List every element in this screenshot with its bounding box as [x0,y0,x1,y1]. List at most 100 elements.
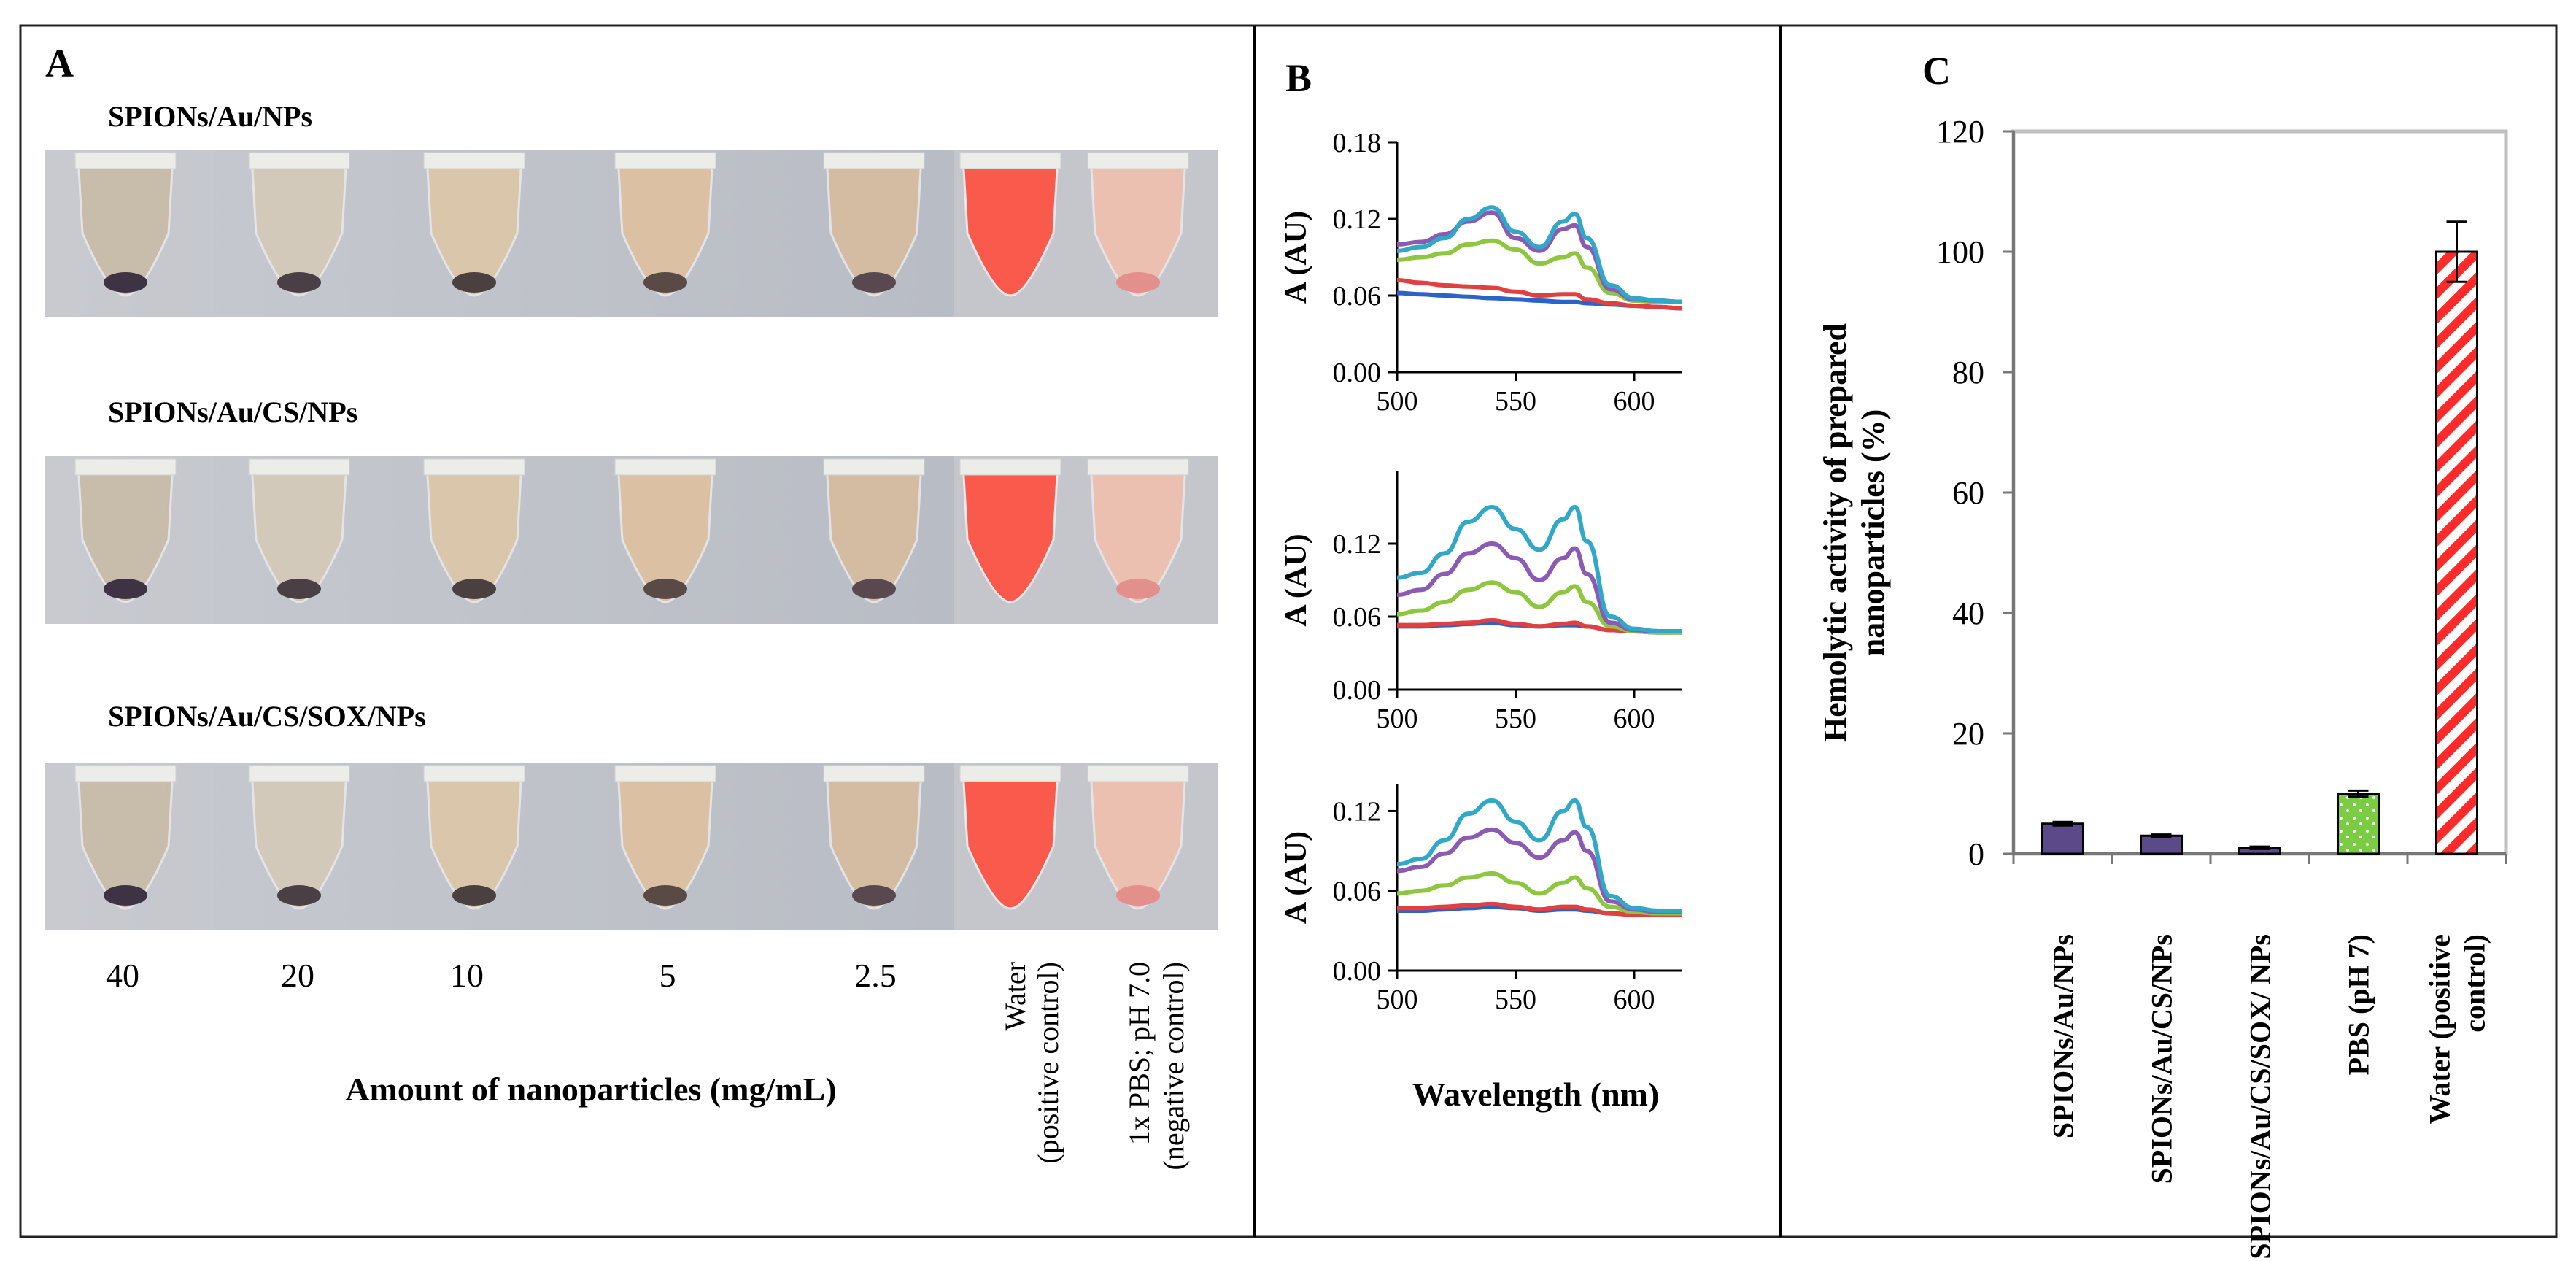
bar-category-label-1: SPIONs/Au/NPs [2047,934,2080,1138]
spectrum-2-ytick-label-2: 0.12 [1333,529,1382,560]
spectrum-3-ytick-label-0: 0.00 [1333,956,1382,987]
spectrum-1-ytick-label-3: 0.18 [1333,128,1382,158]
tube-pellet-r1-2 [277,272,321,293]
tube-rim-r1-3 [423,152,525,169]
spectrum-2-line-2-5 [1396,505,1682,633]
tube-rim-r3-7 [1087,765,1189,782]
bar-ylabel-line2: nanoparticles (%) [1855,409,1891,657]
tube-r1-7 [1089,155,1187,297]
spectrum-2-ylabel: A (AU) [1280,533,1313,626]
tube-rim-r1-5 [823,152,925,169]
spectrum-1-ytick-label-0: 0.00 [1333,358,1382,388]
panel-label-c: C [1922,49,1951,93]
spectrum-3-line-10 [1396,871,1682,916]
tube-pellet-r1-5 [852,272,896,293]
conc-label-10: 10 [450,957,484,994]
tube-r3-3 [425,768,523,910]
bar-ylabel-line1: Hemolytic activity of prepared [1817,323,1853,742]
tube-r1-2 [250,155,348,297]
tube-pellet-r2-1 [104,579,147,599]
bar-category-label-5-line1: Water (positive [2424,934,2456,1124]
tube-pellet-r3-7 [1116,885,1160,906]
spectrum-2-ytick-label-1: 0.06 [1333,602,1382,633]
tube-rim-r2-4 [614,458,716,476]
tube-r1-4 [616,155,714,297]
row-title-2: SPIONs/Au/CS/NPs [108,396,357,428]
bar-ytick-label-3: 60 [1952,475,1984,511]
spectrum-3-ytick-label-1: 0.06 [1333,876,1382,907]
tube-rim-r2-6 [959,458,1061,476]
figure-border [19,24,2558,1238]
bar-plot-area [2011,129,2508,856]
tube-r1-1 [77,155,174,297]
spectrum-2-xtick-label-0: 500 [1377,703,1418,734]
tube-photo-rows [45,150,1218,930]
bar-category-label-3: SPIONs/Au/CS/SOX/ NPs [2244,934,2277,1260]
tube-r2-2 [250,462,348,603]
conc-label-2-5: 2.5 [854,957,897,994]
tube-pellet-r3-1 [104,885,147,906]
spectrum-2-ytick-label-0: 0.00 [1333,675,1382,706]
tube-r3-4 [616,768,714,910]
tube-pellet-r2-2 [277,579,321,599]
tube-r3-7 [1089,768,1187,910]
tube-pellet-r2-5 [852,579,896,599]
conc-label-5: 5 [660,957,676,994]
spectrum-1-line-5 [1396,210,1682,304]
spectrum-1-ylabel: A (AU) [1280,211,1313,304]
tube-rim-r3-6 [959,765,1061,782]
bar-ytick-label-2: 40 [1952,595,1984,631]
tube-r2-6 [962,462,1059,603]
bar-category-label-2: SPIONs/Au/CS/NPs [2146,934,2178,1184]
spectrum-3-ytick-label-2: 0.12 [1333,796,1382,827]
tube-pellet-r3-2 [277,885,321,906]
tube-pellet-r1-1 [104,272,147,293]
tube-rim-r2-2 [248,458,350,476]
tube-pellet-r3-3 [452,885,496,906]
tube-rim-r1-1 [74,152,177,169]
tube-pellet-r1-4 [643,272,687,293]
tube-r3-1 [77,768,174,910]
tube-rim-r3-2 [248,765,350,782]
bar-ytick-label-6: 120 [1936,114,1984,150]
spectrum-3-line-2-5 [1396,798,1682,914]
positive-control-label-line2: (positive control) [1032,962,1064,1164]
tube-pellet-r2-4 [643,579,687,599]
conc-label-40: 40 [106,957,139,994]
bar-2 [2140,834,2183,855]
panel-a: SPIONs/Au/NPs SPIONs/Au/CS/NPs SPIONs/Au… [45,100,1218,1170]
spectrum-2-xtick-label-2: 600 [1614,703,1655,734]
spectrum-1-ytick-label-1: 0.06 [1333,281,1382,312]
tube-pellet-r1-3 [452,272,496,293]
bar-ytick-label-1: 20 [1952,716,1984,752]
panel-c: 0 20 40 60 80 100 120 SPIONs/Au/NPs SPIONs/Au/CS… [1936,114,2508,1260]
tube-rim-r2-5 [823,458,925,476]
bar-4 [2337,793,2380,855]
tube-r3-2 [250,768,348,910]
positive-control-label-line1: Water [999,962,1032,1031]
spectrum-1-ytick-label-2: 0.12 [1333,204,1382,235]
tube-rim-r2-7 [1087,458,1189,476]
tube-rim-r1-2 [248,152,350,169]
tube-r1-3 [425,155,523,297]
negative-control-label-line2: (negative control) [1157,962,1190,1170]
bar-ytick-label-0: 0 [1968,836,1984,872]
panel-b: 0.00 0.06 0.12 0.18 500 550 600 A (AU) 0.00 0.06 0… [1280,128,1682,1015]
spectrum-1-line-20 [1396,278,1682,311]
row-title-1: SPIONs/Au/NPs [108,100,312,133]
tube-pellet-r3-4 [643,885,687,906]
tube-rim-r3-5 [823,765,925,782]
tube-r2-7 [1089,462,1187,603]
bar-ytick-label-5: 100 [1936,234,1984,270]
bar-1 [2041,822,2084,855]
bar-ytick-label-4: 80 [1952,355,1984,390]
panel-label-a: A [45,42,74,85]
tube-rim-r1-4 [614,152,716,169]
tube-rim-r3-1 [74,765,177,782]
spectrum-1-xtick-label-2: 600 [1614,386,1655,417]
spectrum-2-xtick-label-1: 550 [1495,703,1536,734]
tube-r2-3 [425,462,523,603]
tube-r3-6 [962,768,1059,910]
tube-r1-6 [962,155,1059,297]
